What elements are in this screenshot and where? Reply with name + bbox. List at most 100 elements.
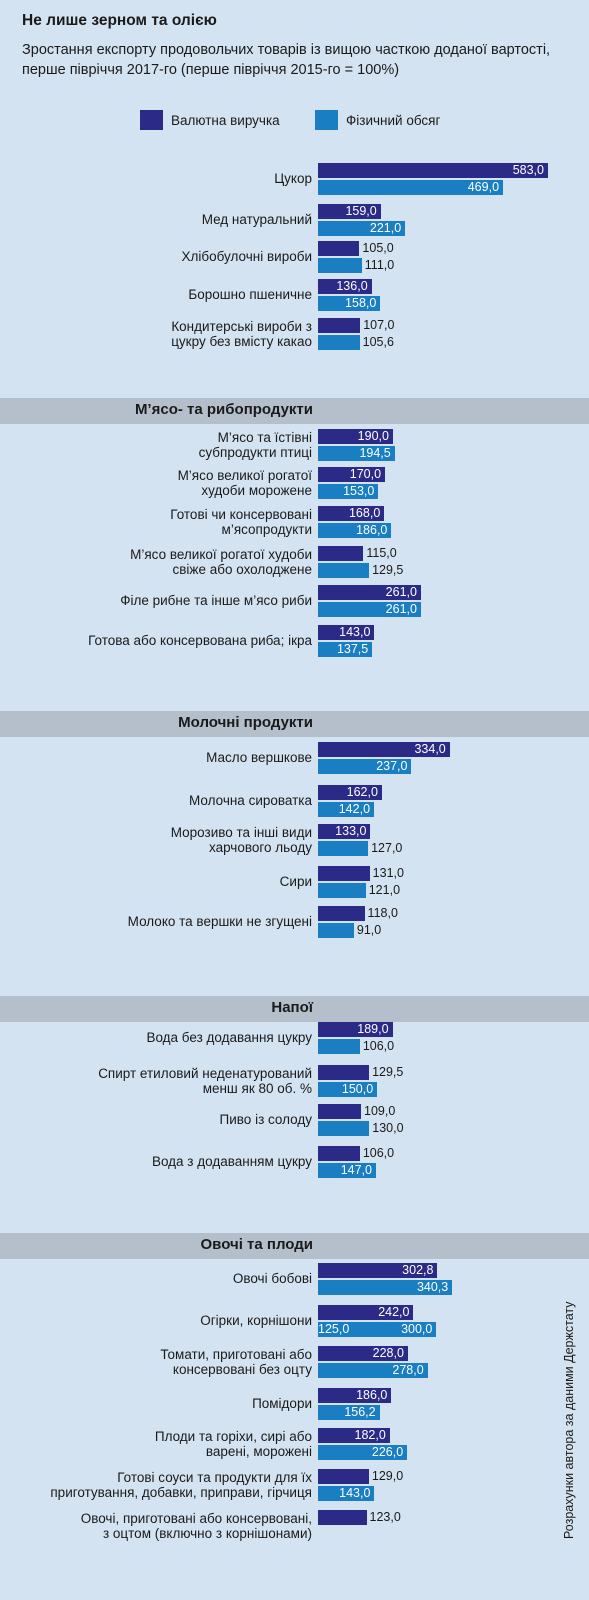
bar-volume-value: 469,0 [467, 180, 500, 194]
bar-extra-value: 125,0 [318, 1322, 350, 1336]
category-label: Масло вершкове [206, 750, 312, 765]
bar-volume: 111,0 [318, 258, 394, 273]
bar-revenue-value: 228,0 [372, 1346, 404, 1360]
bar-volume-value: 105,6 [362, 335, 394, 349]
bar-revenue-value: 189,0 [357, 1022, 389, 1036]
bar-volume: 300,0 125,0 [318, 1322, 437, 1337]
bar-revenue: 115,0 [318, 546, 397, 561]
bar-revenue-value: 107,0 [363, 318, 395, 332]
bar-revenue-value: 334,0 [414, 742, 446, 756]
category-label: Готові чи консервовані м’ясопродукти [170, 507, 312, 537]
bar-revenue: 129,0 [318, 1469, 403, 1484]
bar-volume: 158,0 [318, 296, 381, 311]
bar-volume-value: 150,0 [341, 1082, 374, 1096]
bar-volume: 221,0 [318, 221, 406, 236]
bar-volume-value: 300,0 [401, 1322, 433, 1336]
bar-volume-value: 237,0 [376, 759, 408, 773]
category-label: Овочі, приготовані або консервовані, з оц… [80, 1511, 312, 1541]
bar-volume-value: 158,0 [345, 296, 377, 310]
category-label: Спирт етиловий неденатурований менш як 80… [98, 1066, 312, 1096]
source-note: Розрахунки автора за даними Держстату [562, 1301, 576, 1539]
bar-revenue-value: 109,0 [364, 1104, 396, 1118]
bar-volume: 261,0 [318, 602, 421, 617]
category-label: Сири [279, 874, 312, 889]
category-label: Борошно пшеничне [188, 287, 312, 302]
bar-revenue-value: 143,0 [339, 625, 371, 639]
bar-volume: 153,0 [318, 484, 379, 499]
bar-volume: 469,0 [318, 180, 504, 195]
category-label: Помідори [252, 1396, 312, 1411]
section-title: Молочні продукти [178, 714, 313, 731]
bar-revenue: 228,0 [318, 1346, 408, 1361]
category-label: Пиво із солоду [219, 1112, 312, 1127]
bar-volume: 129,5 [318, 563, 403, 578]
bar-revenue-value: 168,0 [348, 506, 381, 520]
bar-revenue-value: 162,0 [346, 785, 378, 799]
bar-revenue: 105,0 [318, 241, 394, 256]
bar-volume: 91,0 [318, 923, 381, 938]
category-label: Цукор [274, 171, 312, 186]
bar-revenue-value: 115,0 [366, 546, 397, 560]
bar-volume-value: 261,0 [385, 602, 417, 616]
bar-revenue-value: 261,0 [385, 585, 417, 599]
bar-volume: 106,0 [318, 1039, 394, 1054]
bar-revenue-value: 118,0 [367, 906, 398, 920]
bar-volume-value: 137,5 [336, 642, 369, 656]
bar-revenue-value: 190,0 [357, 429, 389, 443]
bar-revenue-value: 106,0 [362, 1146, 395, 1160]
bar-revenue: 190,0 [318, 429, 393, 444]
section-title: М’ясо- та рибопродукти [134, 401, 313, 418]
bar-revenue: 261,0 [318, 585, 421, 600]
bar-revenue: 583,0 [318, 163, 548, 178]
chart-subtitle: Зростання експорту продовольчих товарів … [22, 42, 551, 78]
legend-item-revenue: Валютна виручка [140, 110, 280, 130]
bar-volume-value: 156,2 [344, 1405, 376, 1419]
section-band: Напої [0, 996, 589, 1022]
bar-volume-value: 129,5 [372, 563, 404, 577]
legend-label-volume: Фізичний обсяг [346, 112, 441, 128]
bar-revenue: 136,0 [318, 279, 372, 294]
bar-volume: 127,0 [318, 841, 402, 856]
category-label: Морозиво та інші види харчового льоду [170, 825, 312, 855]
bar-volume: 150,0 [318, 1082, 378, 1097]
bar-volume: 226,0 [318, 1445, 408, 1460]
bar-revenue: 123,0 [318, 1510, 401, 1525]
bar-volume: 121,0 [318, 883, 400, 898]
category-label: Огірки, корнішони [200, 1313, 312, 1328]
bar-volume-value: 194,5 [359, 446, 391, 460]
bar-volume: 237,0 [318, 759, 412, 774]
section-band: Овочі та плоди [0, 1233, 589, 1259]
bar-revenue-value: 182,0 [354, 1428, 386, 1442]
bar-revenue: 242,0 [318, 1305, 414, 1320]
category-label: Кондитерські вироби з цукру без вмісту ка… [171, 319, 312, 349]
bar-revenue-value: 133,0 [335, 824, 367, 838]
bar-revenue: 129,5 [318, 1065, 403, 1080]
bar-revenue-value: 583,0 [512, 163, 544, 177]
bar-revenue-value: 129,0 [371, 1469, 404, 1483]
legend-swatch-revenue [140, 110, 163, 130]
bar-volume: 340,3 [318, 1280, 453, 1295]
bar-volume-value: 340,3 [416, 1280, 449, 1294]
bar-revenue: 302,8 [318, 1263, 438, 1278]
bar-volume: 156,2 [318, 1405, 380, 1420]
bar-revenue-value: 136,0 [336, 279, 368, 293]
bar-volume-value: 91,0 [356, 923, 382, 937]
bar-revenue: 170,0 [318, 467, 386, 482]
bar-revenue: 162,0 [318, 785, 382, 800]
category-label: М’ясо великої рогатої худоби морожене [177, 468, 312, 498]
bar-revenue: 159,0 [318, 204, 381, 219]
category-label: М’ясо великої рогатої худоби свіже або ох… [130, 547, 312, 577]
bar-volume-value: 121,0 [368, 883, 401, 897]
bar-revenue-value: 302,8 [402, 1263, 434, 1277]
bar-volume: 147,0 [318, 1163, 376, 1178]
bar-volume-value: 143,0 [339, 1486, 371, 1500]
category-label: Мед натуральний [201, 212, 312, 227]
bar-volume-value: 186,0 [356, 523, 388, 537]
bar-revenue: 334,0 [318, 742, 450, 757]
bar-volume-value: 142,0 [338, 802, 371, 816]
bar-volume: 186,0 [318, 523, 392, 538]
category-label: Вода без додавання цукру [146, 1030, 312, 1045]
bar-revenue-value: 129,5 [372, 1065, 404, 1079]
bar-revenue: 182,0 [318, 1428, 390, 1443]
bar-revenue: 143,0 [318, 625, 375, 640]
